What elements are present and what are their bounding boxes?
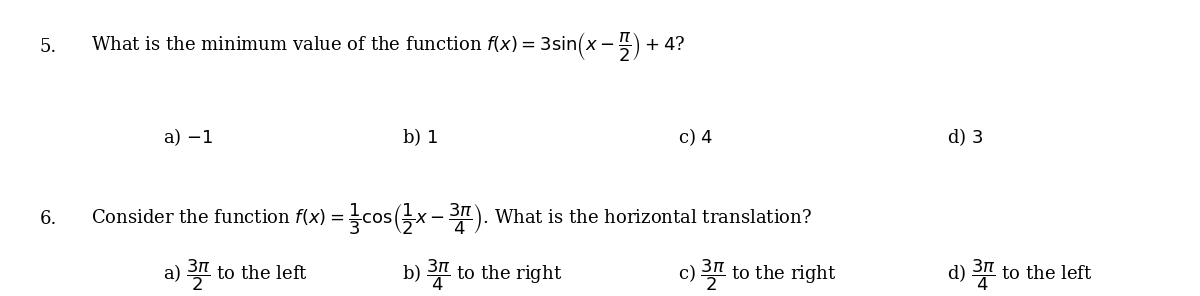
Text: b) $1$: b) $1$	[402, 126, 438, 148]
Text: d) $\dfrac{3\pi}{4}$ to the left: d) $\dfrac{3\pi}{4}$ to the left	[947, 257, 1093, 293]
Text: a) $\dfrac{3\pi}{2}$ to the left: a) $\dfrac{3\pi}{2}$ to the left	[163, 257, 308, 293]
Text: d) $3$: d) $3$	[947, 126, 984, 148]
Text: c) $\dfrac{3\pi}{2}$ to the right: c) $\dfrac{3\pi}{2}$ to the right	[678, 257, 836, 293]
Text: 6.: 6.	[40, 210, 58, 228]
Text: Consider the function $f(x) = \dfrac{1}{3}\cos\!\left(\dfrac{1}{2}x - \dfrac{3\p: Consider the function $f(x) = \dfrac{1}{…	[91, 201, 812, 237]
Text: 5.: 5.	[40, 38, 56, 56]
Text: c) $4$: c) $4$	[678, 126, 713, 148]
Text: What is the minimum value of the function $f(x) = 3\sin\!\left(x - \dfrac{\pi}{2: What is the minimum value of the functio…	[91, 30, 685, 63]
Text: b) $\dfrac{3\pi}{4}$ to the right: b) $\dfrac{3\pi}{4}$ to the right	[402, 257, 563, 293]
Text: a) $-1$: a) $-1$	[163, 126, 214, 148]
